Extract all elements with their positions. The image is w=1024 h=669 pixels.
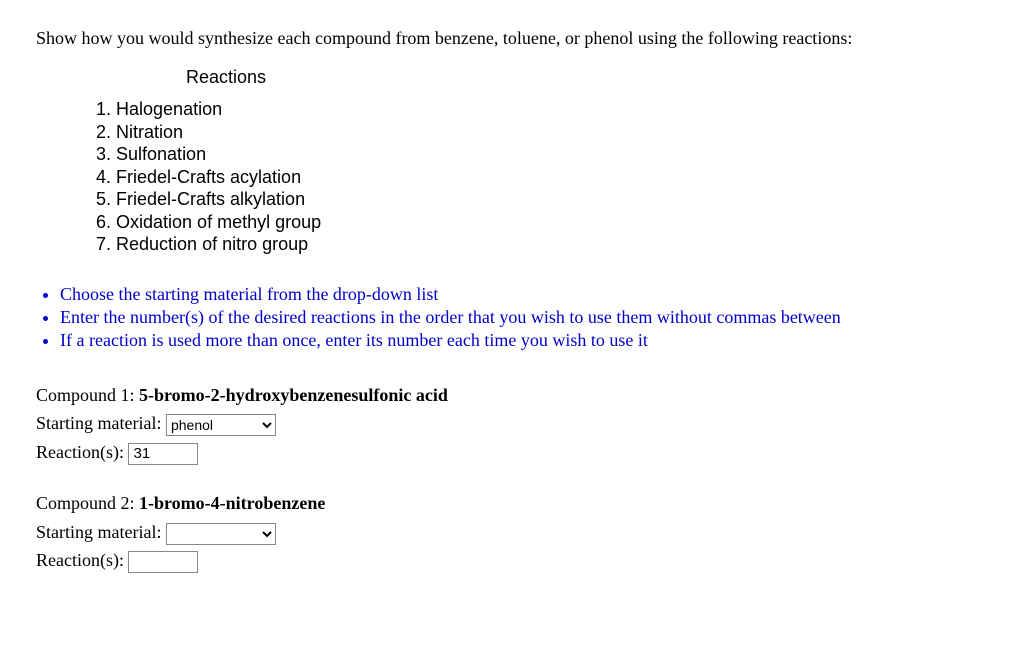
reaction-list: 1. Halogenation 2. Nitration 3. Sulfonat…: [96, 98, 988, 256]
compound-1-name: 5-bromo-2-hydroxybenzenesulfonic acid: [139, 385, 448, 405]
question-prompt: Show how you would synthesize each compo…: [36, 28, 988, 49]
reaction-item: 3. Sulfonation: [96, 143, 988, 166]
compound-2-reactions-input[interactable]: [128, 551, 198, 573]
reaction-item: 6. Oxidation of methyl group: [96, 211, 988, 234]
compound-1-label: Compound 1:: [36, 385, 139, 405]
instruction-item: Choose the starting material from the dr…: [60, 284, 988, 305]
compound-2-reactions-row: Reaction(s):: [36, 546, 988, 575]
compound-1-starting-select[interactable]: benzenetoluenephenol: [166, 414, 276, 436]
instruction-item: Enter the number(s) of the desired react…: [60, 307, 988, 328]
reactions-label: Reaction(s):: [36, 550, 124, 570]
compound-2-name: 1-bromo-4-nitrobenzene: [139, 493, 325, 513]
compound-1-title: Compound 1: 5-bromo-2-hydroxybenzenesulf…: [36, 381, 988, 410]
reaction-item: 4. Friedel-Crafts acylation: [96, 166, 988, 189]
reactions-block: Reactions 1. Halogenation 2. Nitration 3…: [66, 67, 988, 256]
compound-1-block: Compound 1: 5-bromo-2-hydroxybenzenesulf…: [36, 381, 988, 467]
instruction-item: If a reaction is used more than once, en…: [60, 330, 988, 351]
compound-1-reactions-row: Reaction(s):: [36, 438, 988, 467]
compound-2-starting-row: Starting material: benzenetoluenephenol: [36, 518, 988, 547]
starting-material-label: Starting material:: [36, 522, 161, 542]
compound-1-starting-row: Starting material: benzenetoluenephenol: [36, 409, 988, 438]
starting-material-label: Starting material:: [36, 413, 161, 433]
compound-1-reactions-input[interactable]: [128, 443, 198, 465]
instructions-list: Choose the starting material from the dr…: [60, 284, 988, 351]
compound-2-label: Compound 2:: [36, 493, 139, 513]
compound-2-block: Compound 2: 1-bromo-4-nitrobenzene Start…: [36, 489, 988, 575]
reactions-heading: Reactions: [186, 67, 988, 88]
reaction-item: 5. Friedel-Crafts alkylation: [96, 188, 988, 211]
compound-2-title: Compound 2: 1-bromo-4-nitrobenzene: [36, 489, 988, 518]
reaction-item: 7. Reduction of nitro group: [96, 233, 988, 256]
compound-2-starting-select[interactable]: benzenetoluenephenol: [166, 523, 276, 545]
reaction-item: 2. Nitration: [96, 121, 988, 144]
reactions-label: Reaction(s):: [36, 442, 124, 462]
reaction-item: 1. Halogenation: [96, 98, 988, 121]
